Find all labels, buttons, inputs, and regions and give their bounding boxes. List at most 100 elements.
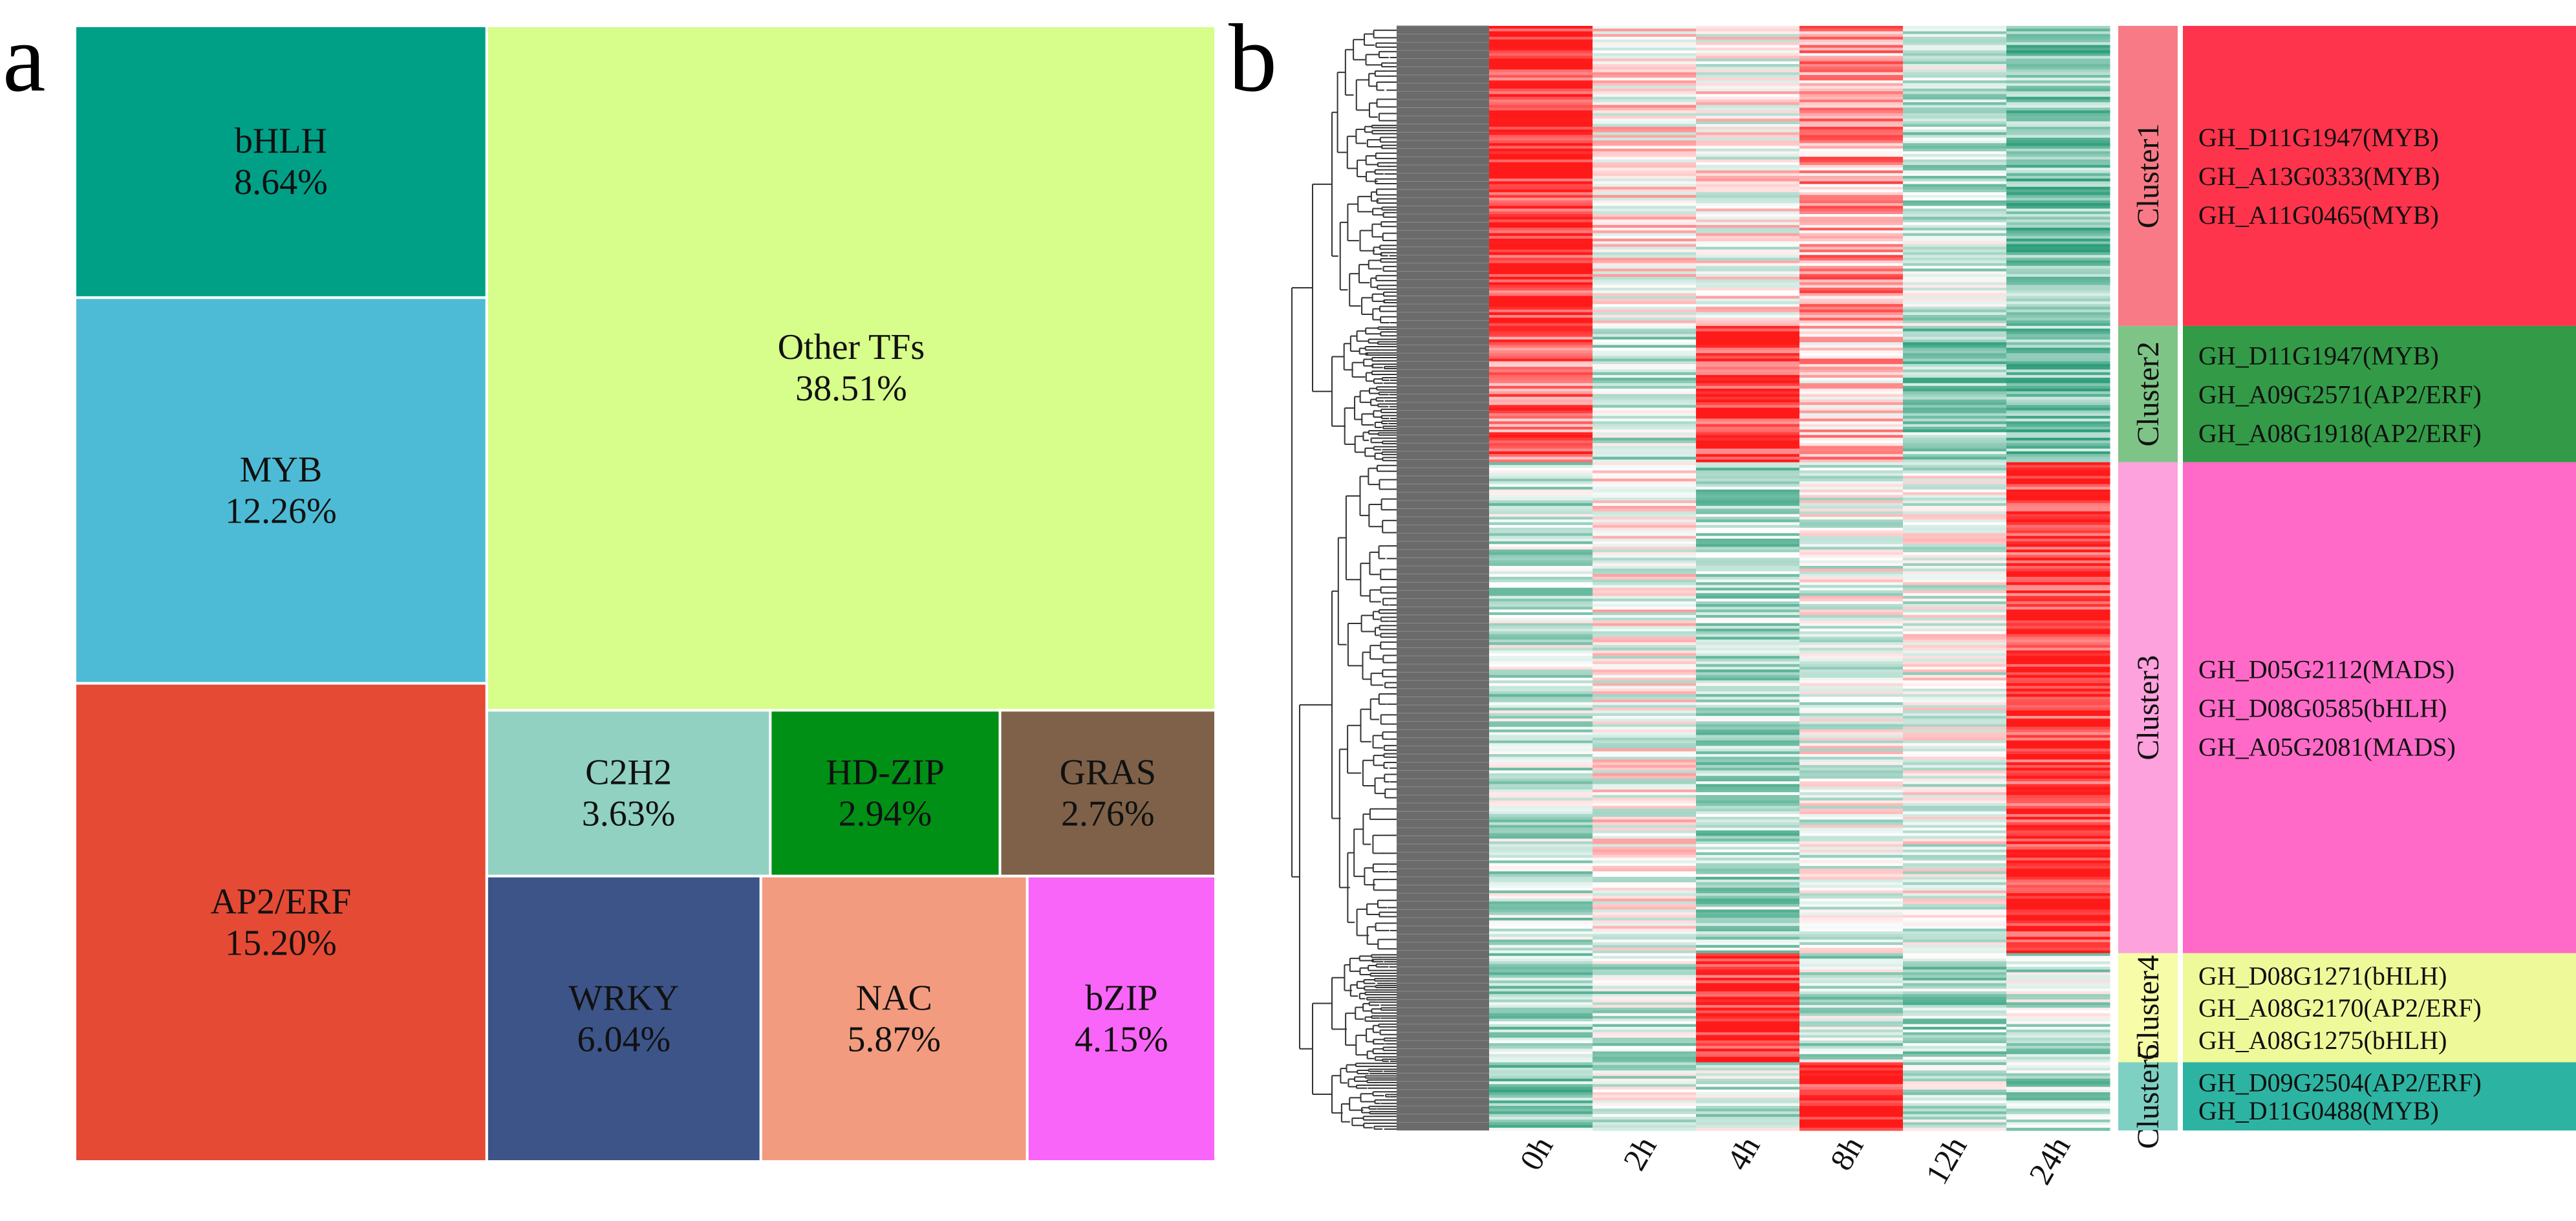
heatmap-cell [1903, 519, 2007, 523]
heatmap-cell [1799, 1122, 1904, 1126]
heatmap-cell [1903, 124, 2007, 127]
heatmap-cell [1903, 437, 2007, 441]
heatmap-cell [1903, 768, 2007, 771]
heatmap-cell [1696, 596, 1800, 600]
heatmap-cell [2006, 882, 2110, 886]
heatmap-cell [1489, 819, 1593, 823]
heatmap-cell [1696, 503, 1800, 506]
heatmap-cell [2006, 811, 2110, 815]
heatmap-cell [1903, 405, 2007, 409]
heatmap-cell [2006, 827, 2110, 831]
heatmap-cell [1696, 162, 1800, 166]
heatmap-cell [1593, 786, 1697, 790]
heatmap-cell [1903, 849, 2007, 853]
heatmap-cell [1593, 1054, 1697, 1057]
heatmap-cell [1489, 435, 1593, 438]
heatmap-cell [1489, 274, 1593, 277]
heatmap-cell [1696, 462, 1800, 466]
heatmap-cell [1696, 841, 1800, 845]
heatmap-cell [1799, 36, 1904, 40]
heatmap-cell [1799, 252, 1904, 255]
heatmap-cell [1696, 708, 1800, 711]
heatmap-cell [1696, 757, 1800, 761]
heatmap-cell [1903, 219, 2007, 223]
heatmap-cell [1799, 331, 1904, 335]
heatmap-cell [1799, 612, 1904, 616]
heatmap-cell [1696, 746, 1800, 750]
heatmap-cell [1489, 146, 1593, 149]
heatmap-cell [1489, 715, 1593, 719]
heatmap-cell [1593, 966, 1697, 970]
heatmap-cell [1903, 677, 2007, 681]
heatmap-cell [1593, 601, 1697, 605]
heatmap-cell [1593, 1029, 1697, 1033]
heatmap-cell [2006, 653, 2110, 656]
heatmap-cell [1903, 566, 2007, 569]
treemap-cell-nac [759, 874, 1029, 1163]
heatmap-cell [1799, 1075, 1904, 1079]
heatmap-cell [1593, 1092, 1697, 1096]
heatmap-cell [1593, 301, 1697, 305]
heatmap-cell [1903, 157, 2007, 160]
heatmap-cell [1593, 740, 1697, 744]
heatmap-cell [2006, 1073, 2110, 1077]
heatmap-cell [1489, 88, 1593, 92]
heatmap-cell [1696, 650, 1800, 654]
heatmap-cell [1696, 593, 1800, 597]
heatmap-cell [2006, 484, 2110, 488]
heatmap-cell [2006, 705, 2110, 708]
heatmap-cell [1696, 290, 1800, 294]
heatmap-cell [1593, 203, 1697, 206]
heatmap-cell [2006, 1089, 2110, 1093]
heatmap-cell [1696, 656, 1800, 660]
heatmap-cell [1696, 1127, 1800, 1131]
heatmap-cell [1489, 903, 1593, 907]
heatmap-cell [1903, 593, 2007, 597]
heatmap-cell [1489, 789, 1593, 793]
heatmap-cell [1799, 1108, 1904, 1112]
heatmap-cell [1593, 945, 1697, 949]
heatmap-cell [2006, 257, 2110, 261]
heatmap-cell [1489, 527, 1593, 531]
heatmap-cell [1593, 416, 1697, 419]
heatmap-cell [2006, 803, 2110, 806]
heatmap-cell [1799, 200, 1904, 204]
treemap-label-c2h2: C2H2 [585, 752, 672, 792]
heatmap-cell [2006, 800, 2110, 804]
heatmap-cell [2006, 1081, 2110, 1085]
heatmap-cell [1903, 991, 2007, 995]
heatmap-cell [2006, 844, 2110, 848]
heatmap-cell [1696, 416, 1800, 419]
heatmap-cell [1489, 708, 1593, 711]
heatmap-cell [2006, 732, 2110, 736]
heatmap-cell [1903, 137, 2007, 141]
heatmap-cell [1489, 296, 1593, 299]
heatmap-cell [1799, 958, 1904, 962]
heatmap-cell [1489, 808, 1593, 812]
heatmap-cell [1799, 235, 1904, 239]
heatmap-cell [2006, 620, 2110, 624]
heatmap-cell [1799, 475, 1904, 479]
heatmap-cell [1696, 110, 1800, 114]
heatmap-cell [1593, 936, 1697, 940]
heatmap-cell [2006, 1059, 2110, 1063]
heatmap-cell [1903, 45, 2007, 49]
heatmap-cell [1903, 290, 2007, 294]
heatmap-cell [1903, 489, 2007, 493]
heatmap-cell [1903, 1119, 2007, 1123]
heatmap-cell [1696, 874, 1800, 878]
heatmap-cell [1903, 315, 2007, 318]
heatmap-cell [2006, 936, 2110, 940]
heatmap-cell [1799, 1119, 1904, 1123]
heatmap-cell [1799, 1013, 1904, 1017]
heatmap-cell [1903, 792, 2007, 795]
heatmap-cell [1903, 598, 2007, 602]
heatmap-cell [1903, 860, 2007, 864]
heatmap-cell [1593, 88, 1697, 92]
heatmap-cell [1489, 361, 1593, 365]
cluster-band-4 [2118, 953, 2178, 1063]
heatmap-cell [1489, 1084, 1593, 1088]
heatmap-cell [1903, 175, 2007, 179]
heatmap-cell [2006, 814, 2110, 817]
heatmap-cell [1799, 307, 1904, 310]
